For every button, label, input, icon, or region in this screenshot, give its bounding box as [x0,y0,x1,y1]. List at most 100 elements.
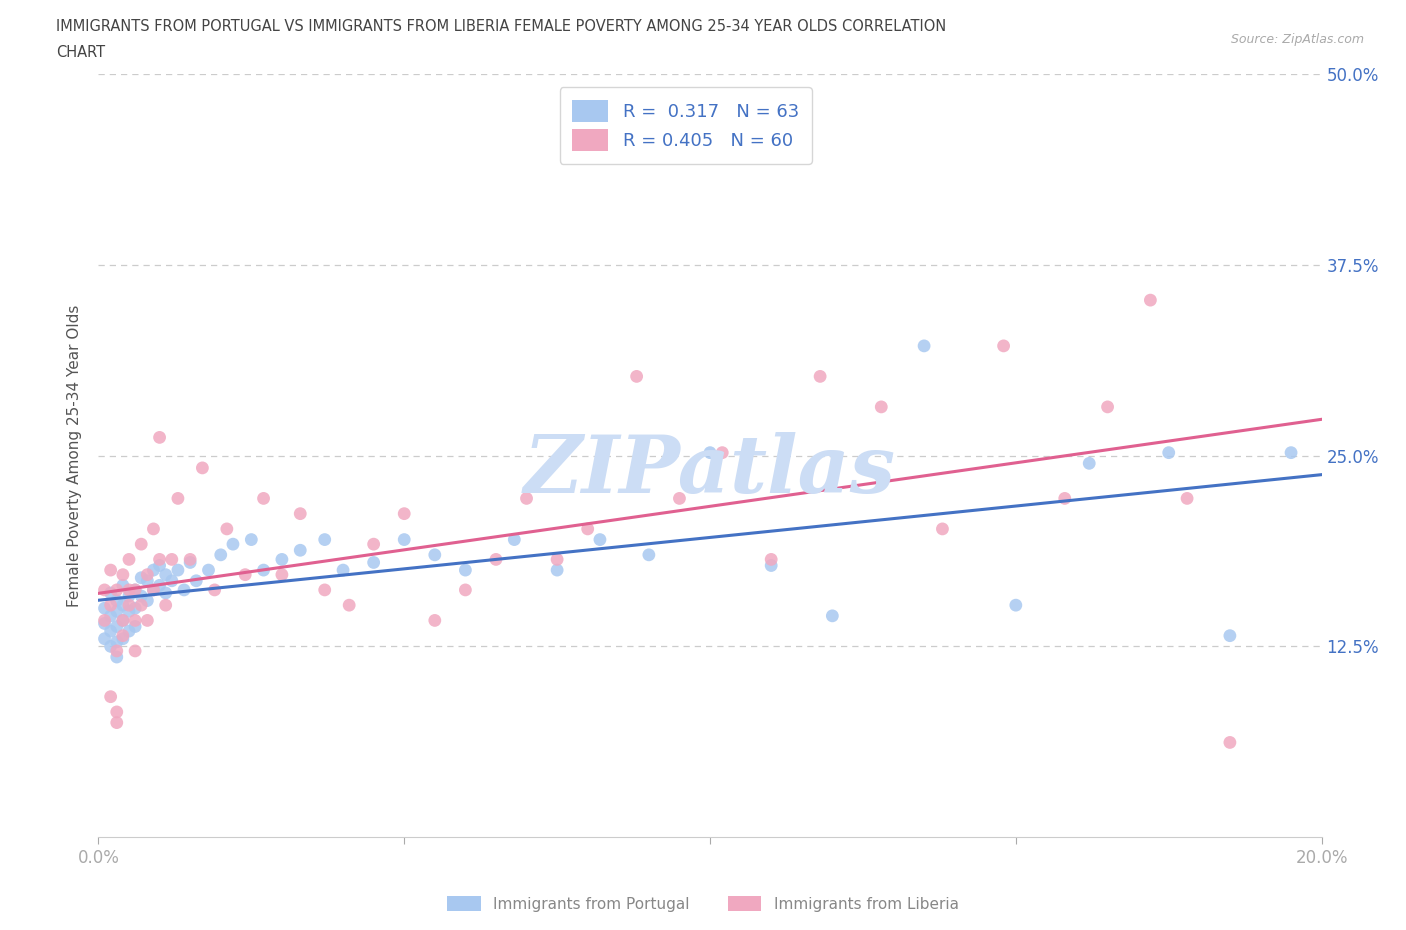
Point [1053,491,1076,506]
Point [637,548,661,563]
Point [105,634,128,649]
Point [392,532,416,547]
Point [149,430,172,445]
Point [270,552,292,567]
Point [1219,735,1241,750]
Point [1078,456,1101,471]
Point [142,522,165,537]
Point [136,573,159,588]
Point [215,522,238,537]
Point [209,548,232,563]
Point [363,555,385,570]
Point [129,537,152,551]
Point [993,339,1015,353]
Point [129,570,152,585]
Point [118,552,141,567]
Point [699,445,721,460]
Point [454,582,477,597]
Point [93,582,115,597]
Point [111,631,134,646]
Point [124,619,146,634]
Text: IMMIGRANTS FROM PORTUGAL VS IMMIGRANTS FROM LIBERIA FEMALE POVERTY AMONG 25-34 Y: IMMIGRANTS FROM PORTUGAL VS IMMIGRANTS F… [56,19,946,33]
Point [93,616,115,631]
Point [124,644,146,658]
Point [314,532,336,547]
Point [124,582,146,597]
Point [124,613,146,628]
Point [155,586,177,601]
Point [105,604,128,618]
Point [191,460,214,475]
Point [1004,598,1026,613]
Point [711,445,734,460]
Point [290,506,312,521]
Legend: R =  0.317   N = 63, R = 0.405   N = 60: R = 0.317 N = 63, R = 0.405 N = 60 [560,87,811,164]
Point [124,582,146,597]
Point [1175,491,1198,506]
Point [105,619,128,634]
Point [100,598,122,613]
Point [105,715,128,730]
Point [118,598,141,613]
Point [252,491,274,506]
Point [160,552,183,567]
Point [155,598,177,613]
Point [173,582,195,597]
Point [423,548,446,563]
Point [136,593,159,608]
Point [129,589,152,604]
Point [240,532,263,547]
Point [105,582,128,597]
Point [111,598,134,613]
Point [149,558,172,573]
Point [111,613,134,628]
Point [105,644,128,658]
Point [485,552,508,567]
Point [314,582,336,597]
Point [155,567,177,582]
Point [100,624,122,639]
Point [332,563,354,578]
Point [759,558,782,573]
Point [100,689,122,704]
Point [105,649,128,664]
Point [270,567,292,582]
Point [118,582,141,597]
Point [423,613,446,628]
Point [167,563,190,578]
Point [197,563,219,578]
Point [136,613,159,628]
Point [136,567,159,582]
Point [111,567,134,582]
Point [160,573,183,588]
Point [93,601,115,616]
Point [392,506,416,521]
Point [821,608,844,623]
Point [100,586,122,601]
Point [100,563,122,578]
Point [167,491,190,506]
Point [179,555,201,570]
Point [118,589,141,604]
Point [576,522,599,537]
Point [124,601,146,616]
Point [142,563,165,578]
Point [100,639,122,654]
Point [503,532,526,547]
Point [142,582,165,597]
Point [93,613,115,628]
Point [589,532,612,547]
Point [111,613,134,628]
Point [516,491,538,506]
Legend: Immigrants from Portugal, Immigrants from Liberia: Immigrants from Portugal, Immigrants fro… [441,889,965,918]
Point [363,537,385,551]
Point [931,522,953,537]
Point [1279,445,1302,460]
Point [1097,400,1119,415]
Point [149,552,172,567]
Point [222,537,245,551]
Point [808,369,831,384]
Point [111,578,134,592]
Point [546,552,568,567]
Point [1157,445,1180,460]
